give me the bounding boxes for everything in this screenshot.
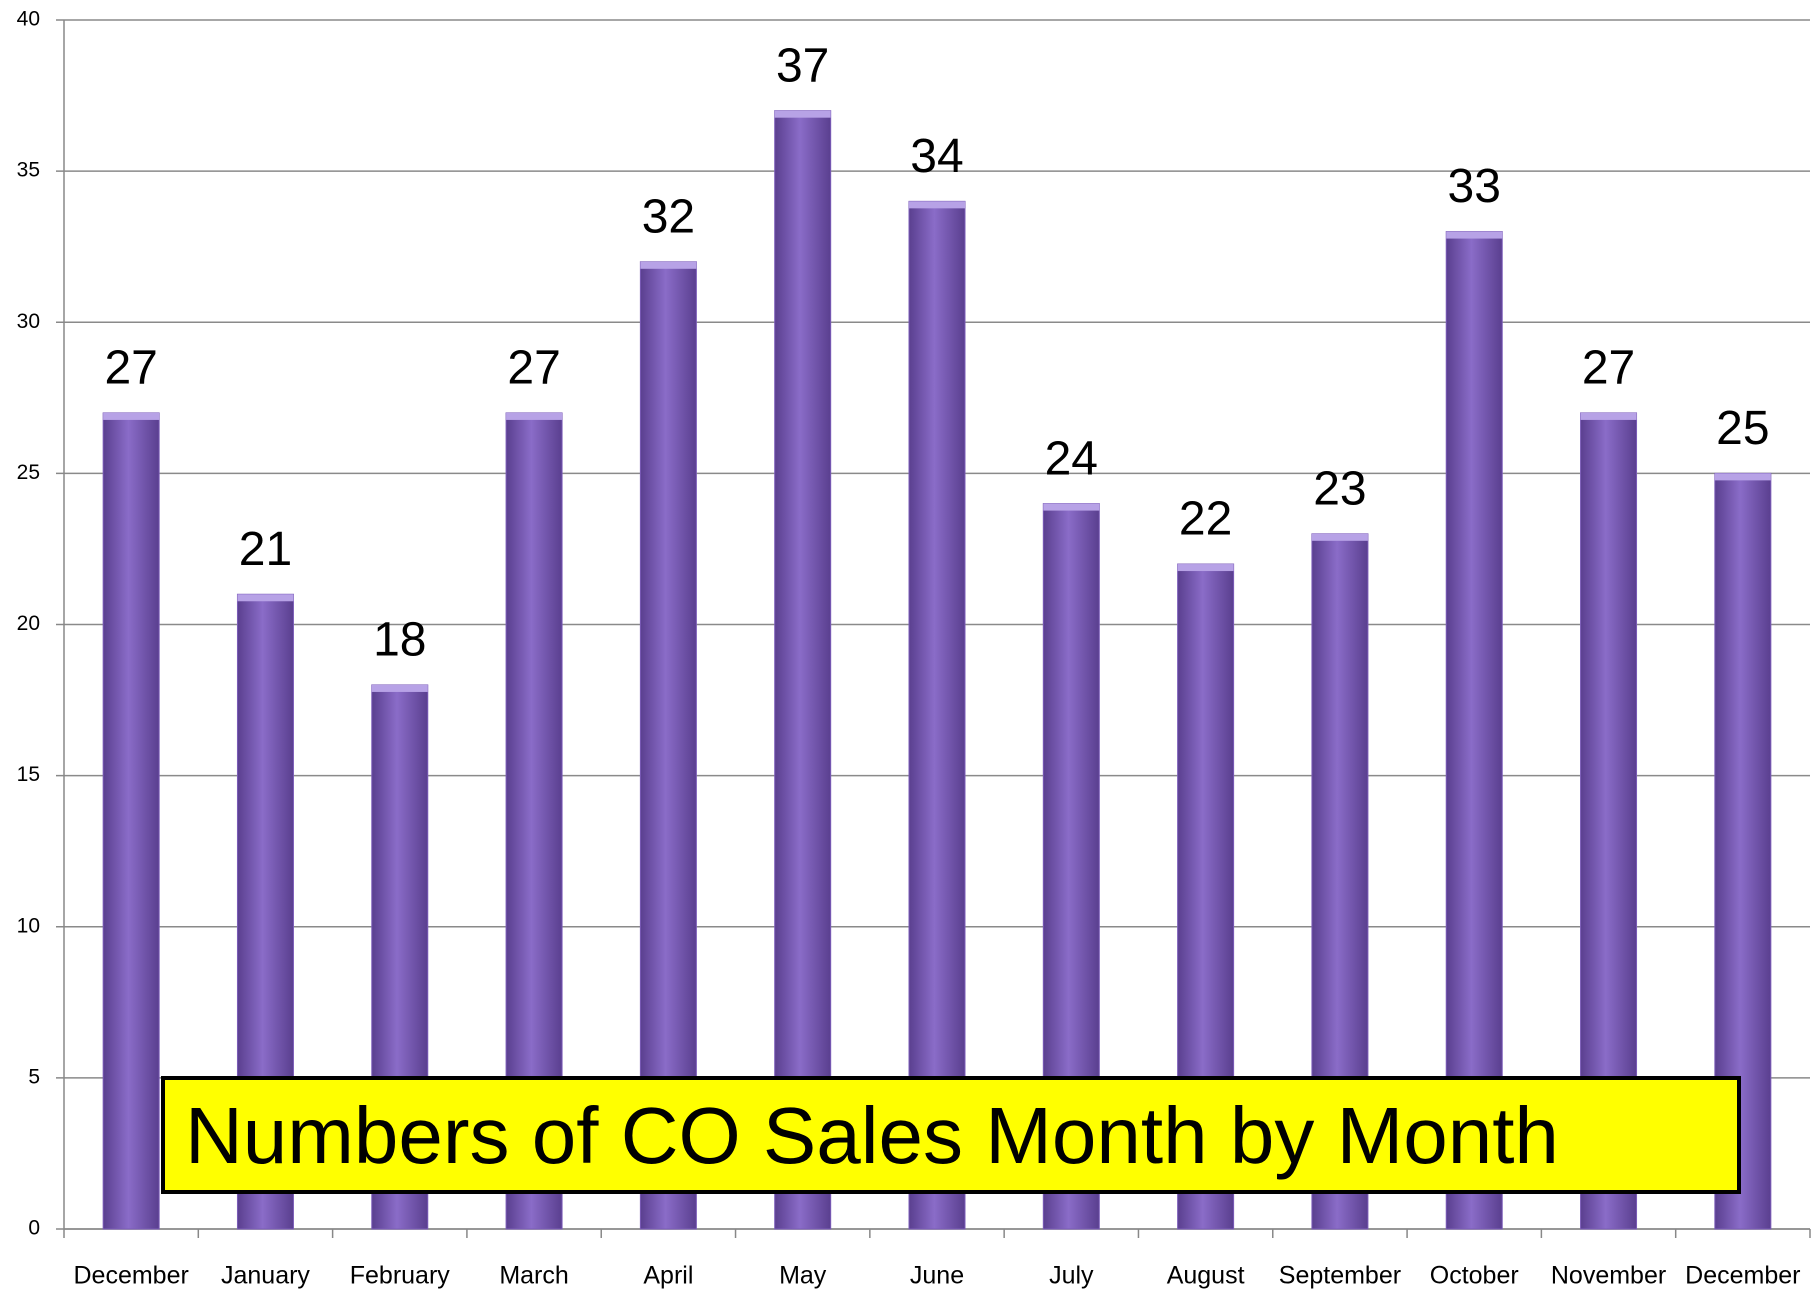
bar-cap xyxy=(1043,503,1100,511)
bar-cap xyxy=(371,684,428,692)
bar-cap xyxy=(774,110,831,118)
x-tick-label: January xyxy=(221,1262,310,1290)
value-label: 22 xyxy=(1179,493,1232,546)
value-label: 21 xyxy=(239,523,292,576)
bar-cap xyxy=(909,201,965,209)
value-label: 24 xyxy=(1045,432,1098,485)
x-tick-label: April xyxy=(643,1262,693,1290)
x-tick-label: October xyxy=(1430,1262,1519,1290)
y-tick-label: 0 xyxy=(28,1217,40,1240)
y-tick-label: 30 xyxy=(17,310,40,333)
bar-cap xyxy=(506,412,563,420)
bar-cap xyxy=(1580,412,1637,420)
bars: 27 21 18 27 32 37 34 24 22 23 33 27 25 xyxy=(102,39,1772,1230)
value-label: 32 xyxy=(642,190,695,243)
x-tick-label: August xyxy=(1167,1262,1245,1290)
x-tick-label: May xyxy=(779,1262,827,1290)
y-tick-label: 5 xyxy=(28,1065,40,1088)
x-tick-label: December xyxy=(1685,1262,1800,1290)
x-tick-label: March xyxy=(499,1262,568,1290)
bar-cap xyxy=(1446,231,1503,239)
bar xyxy=(639,261,697,1230)
bar xyxy=(1445,231,1503,1230)
y-tick-label: 25 xyxy=(17,461,40,484)
title-box xyxy=(161,1076,1741,1194)
y-tick-label: 35 xyxy=(17,159,40,182)
bar-cap xyxy=(640,261,697,269)
bar xyxy=(774,110,832,1230)
x-tick-label: September xyxy=(1279,1262,1401,1290)
x-tick-label: July xyxy=(1049,1262,1094,1290)
y-tick-label: 15 xyxy=(17,763,40,786)
x-tick-label: June xyxy=(910,1262,964,1290)
x-tick-label: November xyxy=(1551,1262,1666,1290)
x-tick-label: December xyxy=(73,1262,188,1290)
value-label: 18 xyxy=(373,614,426,667)
bar xyxy=(102,412,160,1230)
value-label: 33 xyxy=(1448,160,1501,213)
value-label: 27 xyxy=(1582,342,1635,395)
bar-cap xyxy=(237,594,294,602)
value-label: 34 xyxy=(910,130,963,183)
value-label: 23 xyxy=(1313,462,1366,515)
value-label: 27 xyxy=(104,342,157,395)
chart-title: Numbers of CO Sales Month by Month xyxy=(185,1091,1559,1180)
y-tick-label: 10 xyxy=(17,914,40,937)
value-label: 27 xyxy=(507,342,560,395)
bar-cap xyxy=(1311,533,1368,541)
bar-cap xyxy=(1177,564,1234,572)
bar xyxy=(908,200,966,1230)
bar-cap xyxy=(103,412,160,420)
x-tick-label: February xyxy=(350,1262,451,1290)
y-tick-label: 40 xyxy=(17,8,40,31)
bar-cap xyxy=(1714,473,1771,481)
value-label: 37 xyxy=(776,39,829,92)
y-tick-label: 20 xyxy=(17,612,40,635)
value-label: 25 xyxy=(1716,402,1769,455)
